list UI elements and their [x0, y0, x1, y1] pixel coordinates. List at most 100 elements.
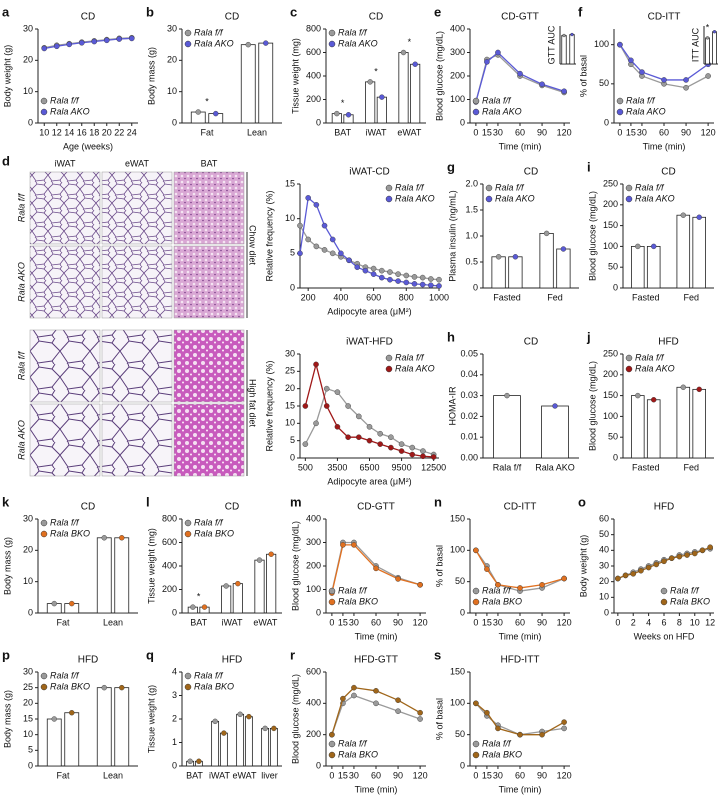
annotation: * [205, 96, 209, 106]
y-tick-label: 20 [23, 545, 33, 555]
data-point [419, 281, 426, 288]
legend-marker [40, 108, 48, 116]
chart-panel: iWAT-HFD Relative frequency (%) Adipocyte … [264, 337, 446, 487]
x-tick-label: 1000 [429, 292, 449, 302]
data-point [362, 267, 369, 274]
data-point [417, 716, 423, 722]
data-point [495, 725, 501, 732]
legend-marker [328, 598, 336, 606]
y-tick-label: 25 [23, 682, 33, 692]
y-tick-label: 60 [599, 513, 609, 523]
x-tick-label: 8 [677, 617, 682, 627]
y-tick-label: 150 [603, 220, 618, 230]
legend-marker [184, 40, 192, 48]
y-tick-label: 0.03 [460, 390, 478, 400]
chart-panel: ITT AUC * [690, 22, 718, 65]
legend-label: Rala f/f [194, 670, 224, 680]
series-line [299, 225, 440, 281]
x-tick-label: eWAT [397, 127, 422, 137]
chart-title: CD [225, 12, 239, 23]
y-tick-label: 1 [172, 737, 177, 747]
x-axis-title: Time (min) [355, 784, 398, 794]
y-tick-label: 400 [162, 560, 177, 570]
bar-dot [570, 32, 574, 37]
x-tick-label: Fed [683, 292, 699, 302]
bar [692, 216, 706, 289]
legend-marker [40, 97, 48, 105]
bar [240, 44, 256, 124]
chart-title: CD [225, 502, 239, 513]
chart-title: CD [524, 337, 538, 348]
data-point [366, 437, 373, 444]
bar-dot [119, 684, 125, 691]
legend-marker [472, 751, 480, 759]
legend-label: Rala f/f [194, 27, 224, 37]
y-tick-label: 0 [604, 117, 609, 127]
data-point [377, 441, 383, 447]
bar [646, 245, 661, 289]
data-point [41, 45, 48, 52]
x-tick-label: 4 [646, 617, 651, 627]
x-tick-label: 60 [371, 617, 381, 627]
histology-image [173, 329, 245, 403]
y-tick-label: 0.00 [460, 452, 478, 462]
x-tick-label: 90 [681, 127, 691, 137]
x-tick-label: 24 [127, 127, 137, 137]
legend-label: Rala f/f [194, 517, 224, 527]
x-tick-label: 22 [114, 127, 124, 137]
x-axis-title: Adipocyte area (μM²) [327, 306, 411, 316]
x-tick-label: Fat [200, 127, 214, 137]
y-tick-label: 0 [172, 607, 177, 617]
bar-dot [190, 604, 196, 610]
legend-label: Rala AKO [338, 38, 378, 48]
data-point [329, 250, 336, 257]
data-point [128, 35, 135, 42]
data-point [436, 276, 442, 283]
y-tick-label: 50 [599, 529, 609, 539]
y-tick-label: 30 [285, 348, 295, 358]
data-point [484, 709, 490, 716]
x-tick-label: 30 [493, 127, 503, 137]
y-tick-label: 200 [306, 729, 321, 739]
x-tick-label: 12 [52, 127, 62, 137]
y-tick-label: 15 [285, 400, 295, 410]
y-tick-label: 0 [290, 282, 295, 292]
data-point [351, 542, 357, 548]
legend-marker [184, 29, 192, 37]
y-tick-label: 10 [285, 213, 295, 223]
bar [508, 256, 523, 289]
data-point [340, 542, 346, 548]
panel-letter: q [146, 647, 154, 662]
data-point [354, 264, 361, 271]
bar [410, 63, 421, 124]
data-point [373, 565, 379, 572]
data-point [707, 544, 713, 551]
data-point [329, 236, 336, 243]
legend-marker [328, 751, 336, 759]
y-tick-label: 50 [455, 576, 465, 586]
y-tick-label: 20 [599, 576, 609, 586]
legend-label: Rala f/f [670, 585, 700, 595]
y-tick-label: 30 [23, 666, 33, 676]
image-column-label: eWAT [125, 158, 150, 168]
panel-letter: p [2, 647, 10, 662]
y-tick-label: 0.01 [460, 432, 478, 442]
y-tick-label: 20 [285, 383, 295, 393]
y-tick-label: 2.0 [465, 178, 478, 188]
y-tick-label: 300 [450, 47, 465, 57]
x-tick-label: iWAT [366, 127, 387, 137]
histology-image [101, 245, 173, 319]
data-point [334, 389, 341, 395]
data-point [430, 454, 437, 460]
bar-dot [69, 600, 75, 607]
x-tick-label: 60 [659, 127, 669, 137]
legend-label: Rala BKO [50, 528, 90, 538]
chart-panel: r HFD-GTT Blood glucose (mg/dL) Time (min) 0… [290, 647, 428, 794]
bar-dot [196, 758, 202, 764]
y-tick-label: 400 [306, 698, 321, 708]
legend-marker [184, 672, 192, 680]
x-tick-label: liver [261, 770, 278, 780]
bar [365, 81, 376, 124]
y-axis-title: Body mass (g) [2, 537, 12, 595]
bar-dot [212, 718, 218, 725]
